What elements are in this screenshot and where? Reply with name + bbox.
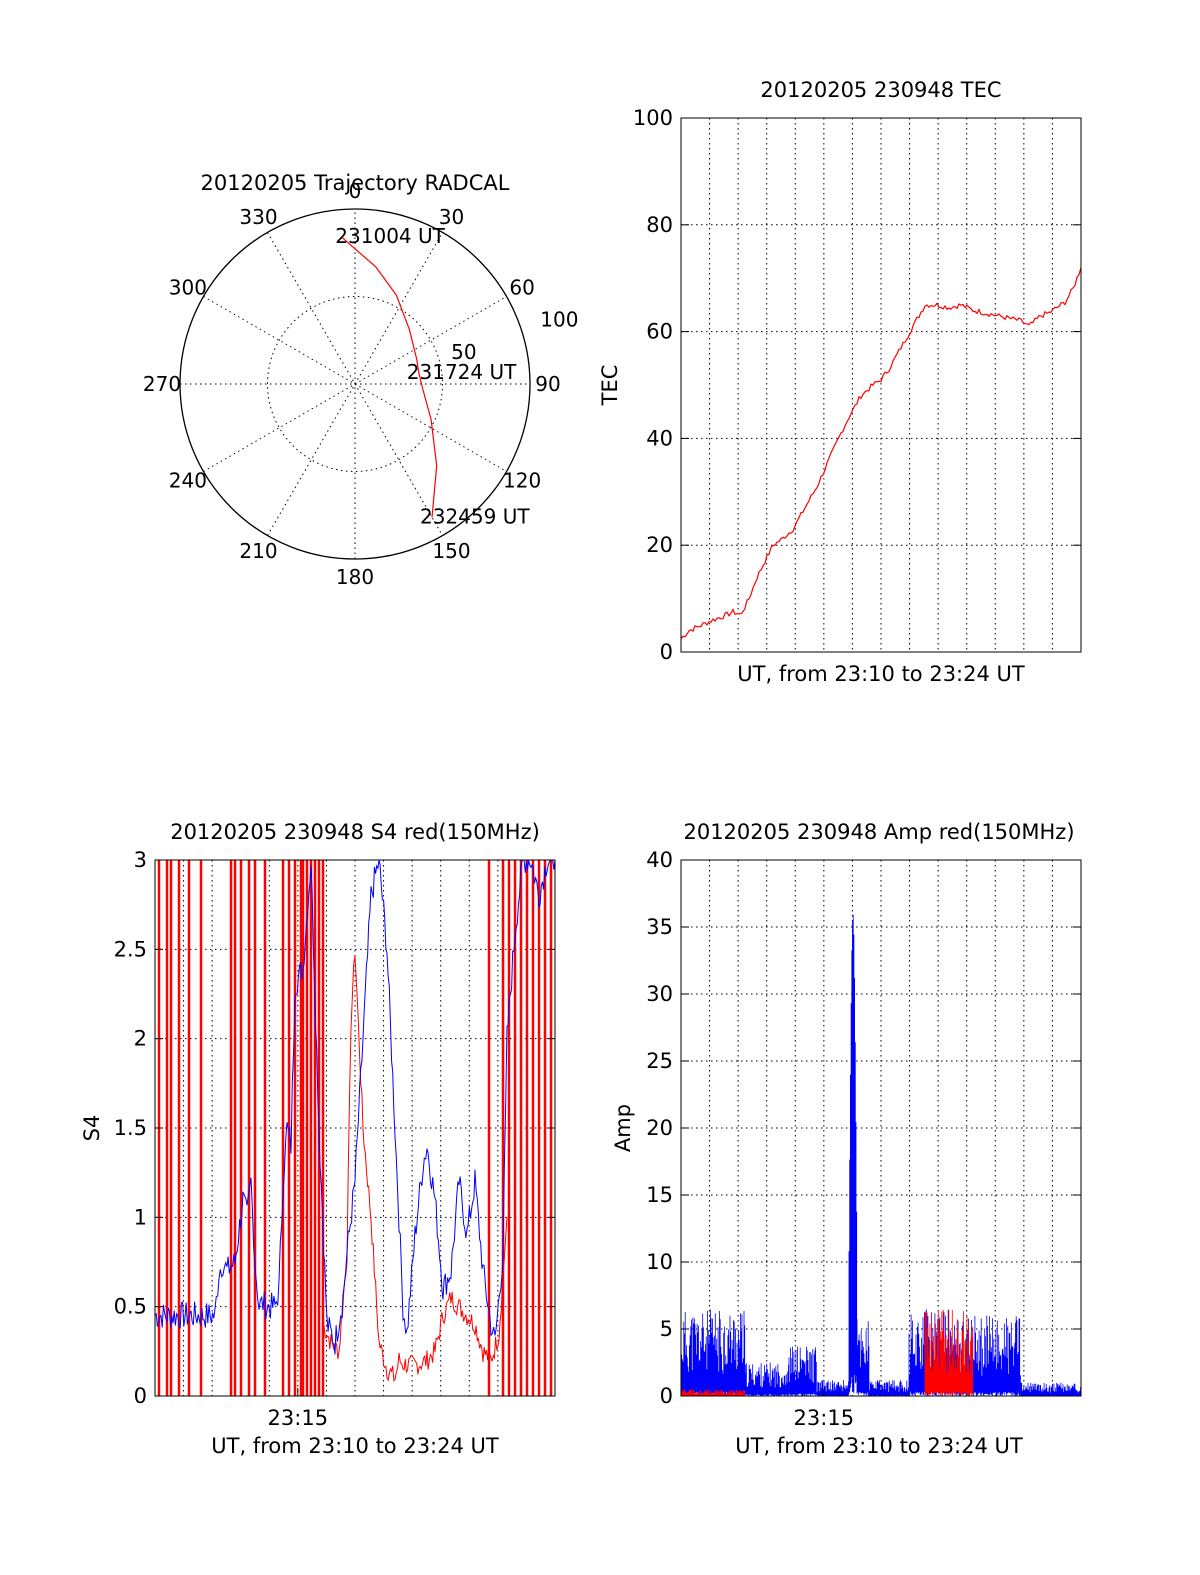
- tec-series-line: [680, 267, 1082, 640]
- y-tick-label: 0: [660, 1384, 673, 1408]
- y-tick-label: 80: [646, 213, 673, 237]
- s4-title: 20120205 230948 S4 red(150MHz): [170, 820, 540, 844]
- polar-angle-label: 240: [169, 469, 207, 493]
- tec-chart: 20120205 230948 TEC 0 20 40 60 80 100 UT, fro…: [598, 78, 1082, 686]
- polar-angle-label: 0: [349, 179, 362, 203]
- y-tick-label: 10: [646, 1250, 673, 1274]
- tec-xlabel: UT, from 23:10 to 23:24 UT: [737, 662, 1025, 686]
- y-tick-label: 2.5: [114, 937, 147, 961]
- trajectory-time-label: 232459 UT: [420, 504, 530, 528]
- polar-angle-label: 330: [239, 205, 277, 229]
- amp-ylabel: Amp: [611, 1104, 635, 1152]
- s4-y-ticks: 0 0.5 1 1.5 2 2.5 3: [114, 848, 555, 1408]
- amp-band: [868, 1380, 910, 1396]
- amp-frame: [680, 859, 1082, 1397]
- y-tick-label: 1.5: [114, 1116, 147, 1140]
- tec-ylabel: TEC: [598, 365, 622, 407]
- y-tick-label: 1: [134, 1205, 147, 1229]
- polar-angle-label: 300: [169, 276, 207, 300]
- s4-red-series: [322, 955, 508, 1382]
- polar-angle-label: 270: [143, 372, 181, 396]
- amp-band: [788, 1346, 817, 1396]
- polar-angle-label: 210: [239, 539, 277, 563]
- trajectory-time-label: 231724 UT: [407, 360, 517, 384]
- x-tick-label: 23:15: [268, 1406, 329, 1430]
- amp-series: [680, 914, 1081, 1396]
- polar-title: 20120205 Trajectory RADCAL: [201, 171, 510, 195]
- polar-inner-circle: [267, 296, 443, 472]
- y-tick-label: 2: [134, 1027, 147, 1051]
- polar-angle-label: 60: [509, 276, 534, 300]
- amp-grid: [681, 860, 1081, 1396]
- polar-spoke: [267, 232, 443, 536]
- amp-band: [744, 1362, 789, 1396]
- tec-frame: [680, 117, 1082, 653]
- amp-xlabel: UT, from 23:10 to 23:24 UT: [735, 1434, 1023, 1458]
- polar-radius-label: 100: [540, 307, 578, 331]
- y-tick-label: 25: [646, 1049, 673, 1073]
- polar-angle-label: 90: [535, 372, 560, 396]
- tec-title: 20120205 230948 TEC: [760, 78, 1001, 102]
- amp-band: [1020, 1382, 1081, 1396]
- polar-radius-labels: 50 100: [451, 307, 578, 364]
- polar-angle-label: 180: [336, 565, 374, 589]
- tec-grid: [681, 118, 1081, 652]
- polar-chart: 20120205 Trajectory RADCAL 0 30 60 90 120 150…: [143, 171, 579, 589]
- amp-band: [856, 1319, 870, 1396]
- y-tick-label: 60: [646, 320, 673, 344]
- y-tick-label: 40: [646, 848, 673, 872]
- y-tick-label: 5: [660, 1317, 673, 1341]
- trajectory-annotations: 231004 UT 231724 UT 232459 UT: [335, 224, 530, 528]
- amp-chart: 20120205 230948 Amp red(150MHz) 0 5 10 15 20…: [611, 820, 1082, 1458]
- y-tick-label: 15: [646, 1183, 673, 1207]
- amp-x-ticks: 23:15: [794, 1388, 855, 1430]
- polar-angle-label: 150: [432, 539, 470, 563]
- s4-x-ticks: 23:15: [268, 1388, 329, 1430]
- trajectory-time-label: 231004 UT: [335, 224, 445, 248]
- amp-band: [680, 1309, 746, 1396]
- s4-chart: 20120205 230948 S4 red(150MHz) 0 0.5 1 1.5 2…: [80, 820, 556, 1458]
- s4-frame: [154, 859, 556, 1397]
- y-tick-label: 20: [646, 1116, 673, 1140]
- amp-y-ticks: 0 5 10 15 20 25 30 35 40: [646, 848, 1081, 1408]
- x-tick-label: 23:15: [794, 1406, 855, 1430]
- polar-angle-label: 30: [439, 205, 464, 229]
- s4-blue-series: [154, 859, 556, 1355]
- y-tick-label: 20: [646, 533, 673, 557]
- y-tick-label: 0.5: [114, 1295, 147, 1319]
- y-tick-label: 0: [134, 1384, 147, 1408]
- s4-ylabel: S4: [80, 1115, 104, 1142]
- s4-xlabel: UT, from 23:10 to 23:24 UT: [211, 1434, 499, 1458]
- polar-grid: [179, 208, 531, 560]
- amp-title: 20120205 230948 Amp red(150MHz): [683, 820, 1074, 844]
- y-tick-label: 100: [633, 106, 673, 130]
- amp-band: [924, 1309, 973, 1396]
- polar-angle-labels: 0 30 60 90 120 150 180 210 240 270 300 330: [143, 179, 561, 589]
- polar-angle-label: 120: [503, 469, 541, 493]
- trajectory-line: [341, 237, 438, 518]
- y-tick-label: 30: [646, 982, 673, 1006]
- amp-band: [848, 914, 858, 1394]
- y-tick-label: 40: [646, 426, 673, 450]
- polar-radius-label: 50: [451, 340, 476, 364]
- amp-band: [816, 1380, 849, 1396]
- y-tick-label: 3: [134, 848, 147, 872]
- s4-grid: [155, 860, 555, 1396]
- tec-y-ticks: 0 20 40 60 80 100: [633, 106, 1081, 664]
- y-tick-label: 0: [660, 640, 673, 664]
- y-tick-label: 35: [646, 915, 673, 939]
